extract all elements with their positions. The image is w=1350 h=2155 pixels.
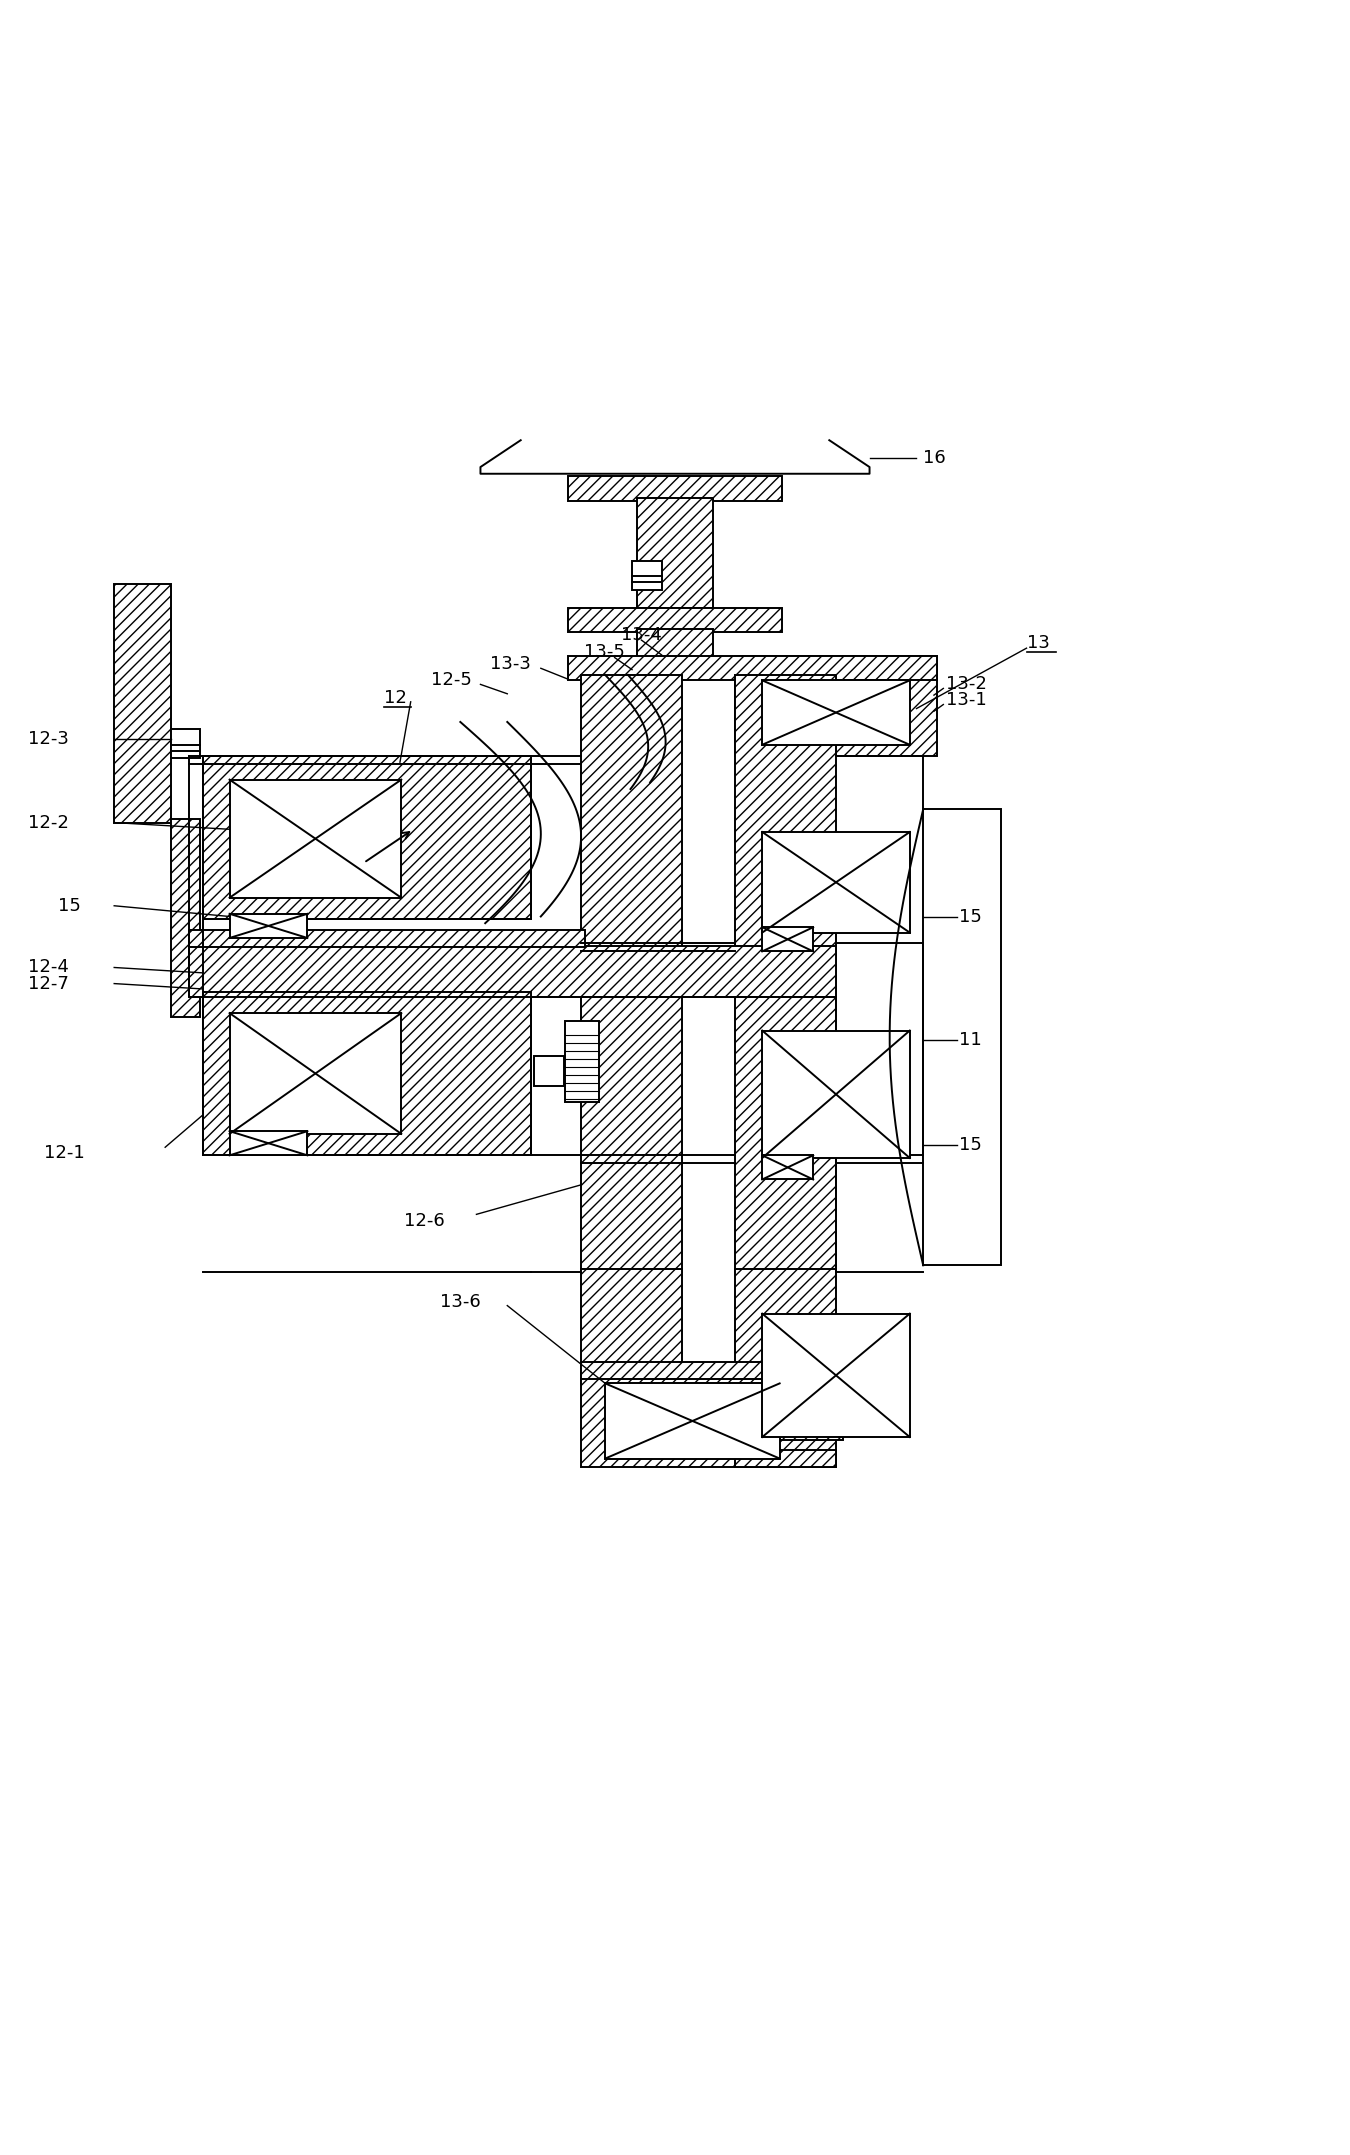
Text: 12: 12 xyxy=(383,690,406,707)
Bar xyxy=(230,780,401,899)
Bar xyxy=(566,1021,598,1101)
Text: 13-4: 13-4 xyxy=(621,625,663,644)
Text: 12-3: 12-3 xyxy=(28,731,69,748)
Bar xyxy=(736,675,937,756)
Text: 13-1: 13-1 xyxy=(946,692,987,709)
Text: 16: 16 xyxy=(923,448,946,468)
Text: 13-6: 13-6 xyxy=(440,1293,481,1310)
Bar xyxy=(567,476,783,500)
Bar xyxy=(230,914,308,937)
Bar xyxy=(637,629,713,675)
Text: 12-7: 12-7 xyxy=(28,974,69,993)
Text: 13: 13 xyxy=(1026,634,1049,651)
Bar xyxy=(580,675,682,1271)
Bar xyxy=(736,675,836,1271)
Bar xyxy=(763,1155,813,1179)
Bar xyxy=(567,608,783,631)
Bar xyxy=(580,1379,836,1468)
Bar xyxy=(736,657,937,677)
Text: 15: 15 xyxy=(58,896,81,914)
Bar xyxy=(763,681,910,746)
Text: 11: 11 xyxy=(960,1030,983,1049)
Bar xyxy=(170,728,200,759)
Bar xyxy=(170,819,200,1017)
Text: 12-2: 12-2 xyxy=(28,815,69,832)
Text: 15: 15 xyxy=(960,907,983,924)
Text: 12-5: 12-5 xyxy=(431,672,471,690)
Bar xyxy=(763,1315,910,1437)
Bar xyxy=(230,1013,401,1134)
Text: 12-1: 12-1 xyxy=(45,1144,85,1162)
Bar xyxy=(736,1269,836,1384)
Text: 13-2: 13-2 xyxy=(946,675,987,694)
Bar xyxy=(763,1030,910,1157)
Bar xyxy=(202,991,532,1155)
Bar xyxy=(189,946,836,998)
Bar xyxy=(605,1384,780,1459)
Bar xyxy=(763,832,910,933)
Bar xyxy=(637,498,713,608)
Text: 15: 15 xyxy=(960,1136,983,1153)
Text: 13-3: 13-3 xyxy=(490,655,531,672)
Bar xyxy=(189,931,585,948)
Bar xyxy=(115,584,170,823)
Bar xyxy=(763,927,813,950)
Bar xyxy=(535,1056,564,1086)
Text: 12-4: 12-4 xyxy=(28,959,69,976)
Bar xyxy=(632,560,662,590)
Bar xyxy=(736,1418,842,1440)
Bar xyxy=(567,657,937,681)
Text: 12-6: 12-6 xyxy=(404,1211,444,1231)
Bar xyxy=(202,756,532,920)
Bar xyxy=(923,808,1000,1265)
Bar xyxy=(736,1450,836,1468)
Bar xyxy=(580,1362,836,1384)
Bar xyxy=(230,1131,308,1155)
Text: 13-5: 13-5 xyxy=(583,642,625,662)
Bar xyxy=(580,1269,682,1384)
